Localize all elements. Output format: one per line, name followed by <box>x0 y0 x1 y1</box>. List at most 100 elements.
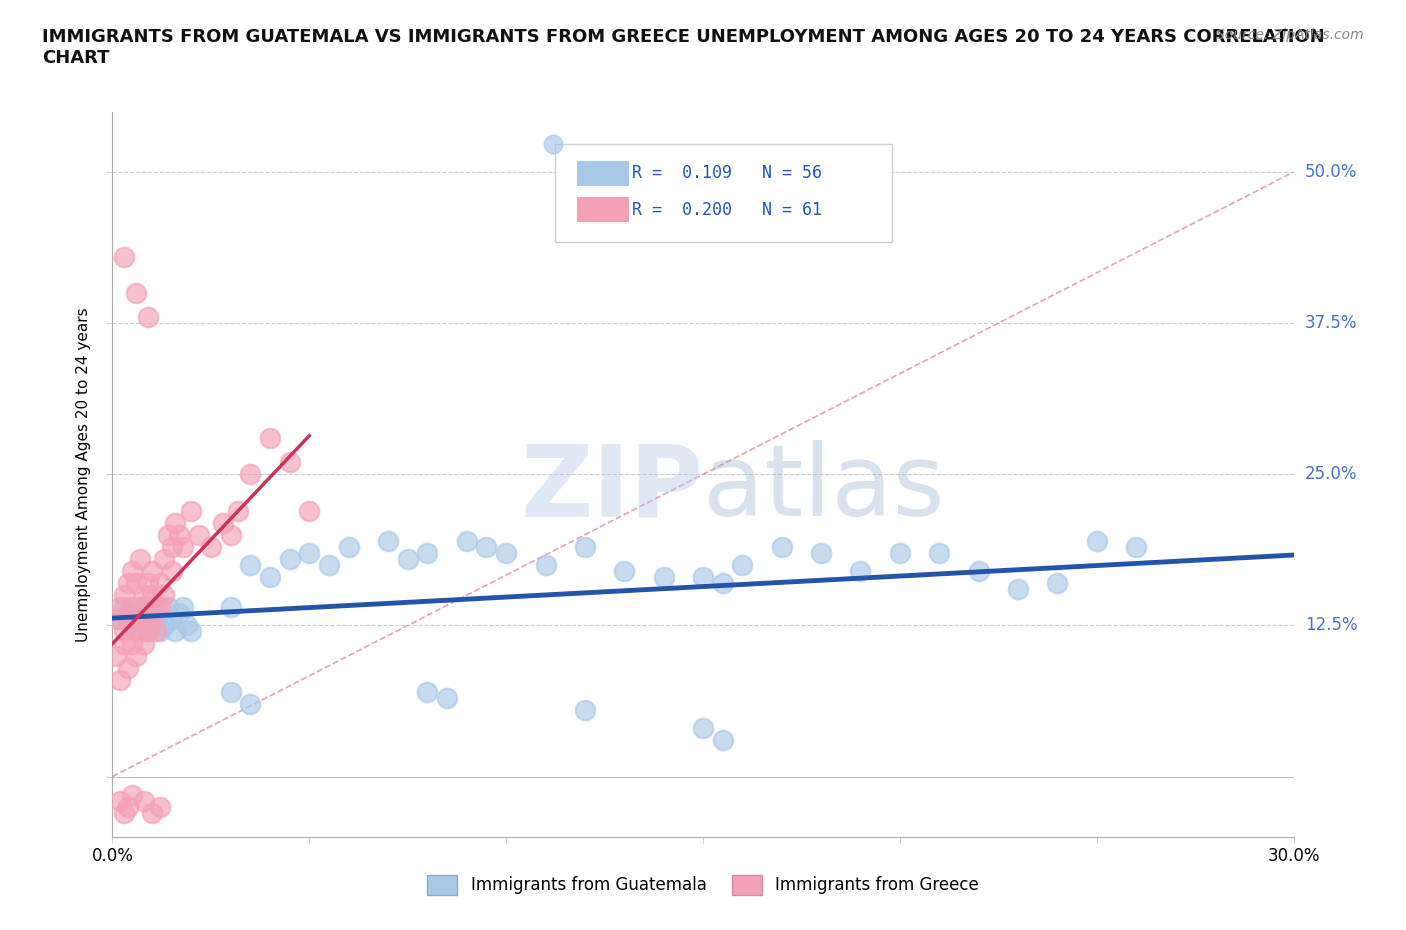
Point <box>129 624 152 639</box>
Point <box>141 612 163 627</box>
Point <box>239 697 262 711</box>
Point <box>928 545 950 560</box>
Point <box>731 558 754 573</box>
Point <box>149 600 172 615</box>
Point <box>849 564 872 578</box>
Point <box>132 793 155 808</box>
Point <box>121 787 143 802</box>
Point <box>239 558 262 573</box>
Point <box>188 527 211 542</box>
Point <box>1007 582 1029 597</box>
Point <box>810 545 832 560</box>
Point <box>1046 576 1069 591</box>
Text: 50.0%: 50.0% <box>1305 163 1357 181</box>
Point <box>298 545 321 560</box>
Point <box>219 527 242 542</box>
Point <box>132 636 155 651</box>
Point <box>129 612 152 627</box>
Point <box>145 624 167 639</box>
Point <box>180 624 202 639</box>
Y-axis label: Unemployment Among Ages 20 to 24 years: Unemployment Among Ages 20 to 24 years <box>76 307 91 642</box>
Point <box>456 534 478 549</box>
Point <box>770 539 793 554</box>
Point <box>136 576 159 591</box>
Text: 25.0%: 25.0% <box>1305 465 1357 484</box>
Point <box>145 600 167 615</box>
Point <box>152 551 174 566</box>
Point <box>136 600 159 615</box>
Point <box>259 569 281 585</box>
Point <box>152 618 174 633</box>
Point <box>132 588 155 603</box>
Text: 12.5%: 12.5% <box>1305 617 1357 634</box>
Point <box>129 600 152 615</box>
Text: ZIP: ZIP <box>520 440 703 538</box>
FancyBboxPatch shape <box>555 144 891 242</box>
Point <box>105 612 128 627</box>
Point <box>129 551 152 566</box>
Point <box>574 539 596 554</box>
Point <box>149 576 172 591</box>
Point <box>141 805 163 820</box>
Text: R =  0.109   N = 56: R = 0.109 N = 56 <box>633 165 823 182</box>
Point <box>337 539 360 554</box>
Point <box>219 684 242 699</box>
Point <box>278 455 301 470</box>
Point <box>145 612 167 627</box>
Point <box>136 624 159 639</box>
Point <box>176 618 198 633</box>
Point <box>112 588 135 603</box>
Point <box>117 612 139 627</box>
FancyBboxPatch shape <box>576 197 628 222</box>
Point <box>110 793 132 808</box>
Point <box>160 539 183 554</box>
Point <box>141 606 163 621</box>
Point <box>105 648 128 663</box>
Text: Source: ZipAtlas.com: Source: ZipAtlas.com <box>1216 28 1364 42</box>
Point <box>160 564 183 578</box>
Point <box>475 539 498 554</box>
Point <box>692 721 714 736</box>
Point <box>534 558 557 573</box>
Point <box>110 672 132 687</box>
Point <box>141 588 163 603</box>
Point <box>574 703 596 718</box>
Point <box>169 606 191 621</box>
Point <box>141 564 163 578</box>
Point <box>165 624 187 639</box>
Point <box>652 569 675 585</box>
Point <box>152 588 174 603</box>
Point <box>110 600 132 615</box>
Point <box>172 539 194 554</box>
Point <box>436 690 458 706</box>
Point <box>121 564 143 578</box>
Point <box>156 527 179 542</box>
Point <box>110 612 132 627</box>
Point <box>219 600 242 615</box>
Point <box>136 624 159 639</box>
Point <box>180 503 202 518</box>
Point <box>117 606 139 621</box>
Point <box>149 624 172 639</box>
Point <box>117 800 139 815</box>
Point <box>239 467 262 482</box>
Point <box>132 600 155 615</box>
Point <box>125 576 148 591</box>
Text: atlas: atlas <box>703 440 945 538</box>
Point <box>121 600 143 615</box>
Point <box>377 534 399 549</box>
Point <box>125 624 148 639</box>
Point <box>318 558 340 573</box>
FancyBboxPatch shape <box>576 161 628 186</box>
Point <box>967 564 990 578</box>
Text: 37.5%: 37.5% <box>1305 314 1357 332</box>
Point <box>136 310 159 325</box>
Point <box>692 569 714 585</box>
Point <box>172 600 194 615</box>
Point <box>228 503 250 518</box>
Legend: Immigrants from Guatemala, Immigrants from Greece: Immigrants from Guatemala, Immigrants fr… <box>420 869 986 901</box>
Point <box>889 545 911 560</box>
Point <box>165 515 187 530</box>
Point <box>495 545 517 560</box>
Point <box>112 249 135 264</box>
